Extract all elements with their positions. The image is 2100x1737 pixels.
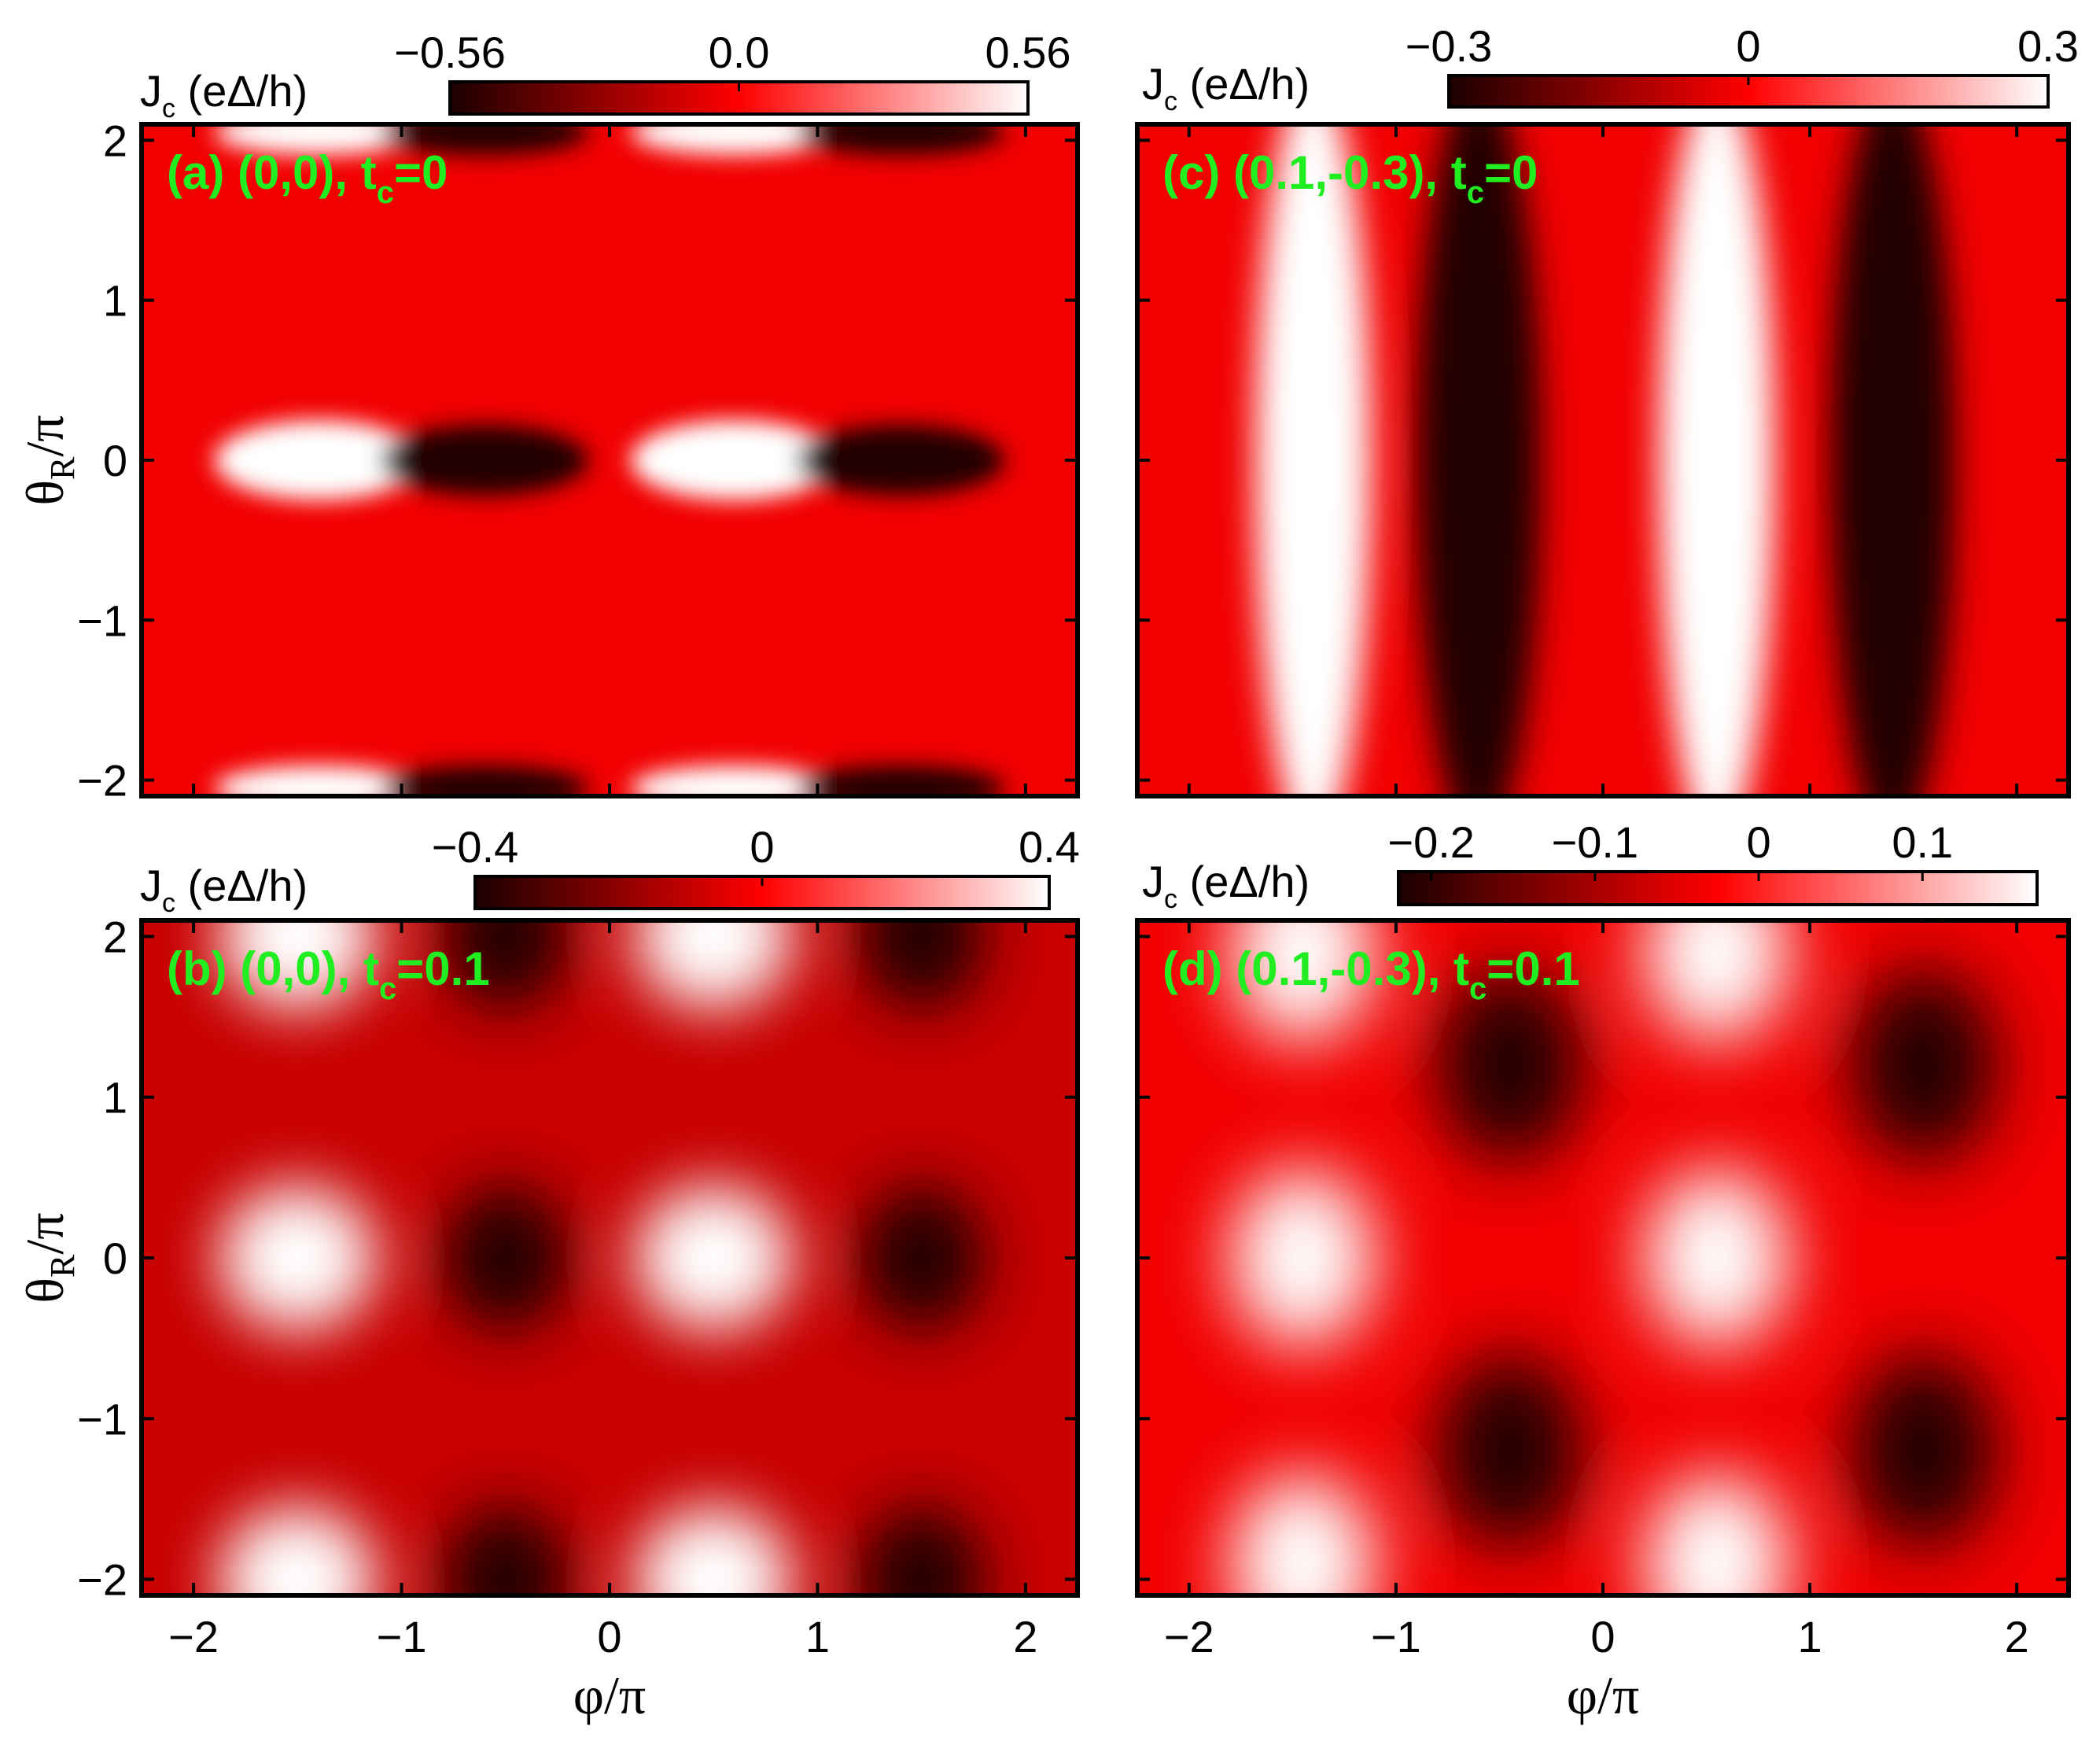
heatmap-minimum xyxy=(797,124,1005,155)
colorbar-tick-label: 0.4 xyxy=(1019,822,1080,872)
y-tick-label: 1 xyxy=(103,1073,127,1123)
heatmap-maximum xyxy=(1230,1474,1376,1595)
heatmap-maximum xyxy=(634,1186,793,1330)
colorbar-label: Jc (eΔ/h) xyxy=(1142,857,1310,914)
heatmap-maximum xyxy=(218,1507,377,1595)
x-tick-label: 2 xyxy=(1013,1612,1037,1661)
heatmap-minimum xyxy=(381,765,589,796)
colorbar xyxy=(1397,870,2039,906)
y-tick-label: 0 xyxy=(103,436,127,485)
heatmap-maximum xyxy=(1644,920,1789,1042)
x-tick-label: −1 xyxy=(377,1612,427,1661)
x-tick-label: −2 xyxy=(168,1612,219,1661)
heatmap-minimum xyxy=(859,1507,984,1595)
colorbar-tick-label: −0.56 xyxy=(394,28,506,77)
panel-a: 2 1 0 −1 −2 θR/π (a) (0,0), tc=0 −0.56 0.0 0.56 Jc… xyxy=(15,28,1080,806)
heatmap-minimum xyxy=(797,765,1005,796)
heatmap-maximum xyxy=(634,1507,793,1595)
heatmap-maximum xyxy=(630,124,838,155)
panel-d: −2 −1 0 1 2 φ/π (d) (0.1,-0.3), tc=0.1 −0.2 −0.1… xyxy=(1135,817,2071,1725)
y-axis-label: θR/π xyxy=(15,1212,82,1303)
panel-label: (d) (0.1,-0.3), tc=0.1 xyxy=(1162,942,1580,1006)
heatmap-minimum xyxy=(443,920,569,1009)
heatmap-minimum xyxy=(1830,124,1955,796)
heatmap-minimum xyxy=(381,425,589,496)
heatmap-field xyxy=(142,920,1078,1595)
heatmap-maximum xyxy=(1644,1474,1789,1595)
panel-label: (b) (0,0), tc=0.1 xyxy=(167,942,490,1006)
y-tick-label: −1 xyxy=(77,596,127,645)
colorbar-tick-label: −0.2 xyxy=(1387,817,1475,867)
colorbar-tick-label: 0 xyxy=(1746,817,1770,867)
y-tick-label: −2 xyxy=(77,1555,127,1605)
y-tick-label: 1 xyxy=(103,276,127,326)
heatmap-maximum xyxy=(1230,1169,1376,1347)
heatmap-minimum xyxy=(859,1186,984,1330)
heatmap-minimum xyxy=(1851,968,1996,1162)
heatmap-minimum xyxy=(859,920,984,1009)
heatmap-minimum xyxy=(443,1186,569,1330)
heatmap-minimum xyxy=(1437,1354,1582,1547)
colorbar-tick-label: 0 xyxy=(750,822,774,872)
colorbar-tick-label: 0.3 xyxy=(2017,21,2079,71)
heatmap-minimum xyxy=(381,124,589,155)
heatmap-minimum xyxy=(1851,1354,1996,1547)
x-tick-label: 0 xyxy=(1590,1612,1615,1661)
heatmap-maximum xyxy=(1254,124,1372,796)
y-axis-label: θR/π xyxy=(15,415,82,505)
x-axis-label: φ/π xyxy=(1567,1665,1639,1725)
panel-label: (a) (0,0), tc=0 xyxy=(167,146,448,210)
y-tick-label: 2 xyxy=(103,116,127,165)
heatmap-maximum xyxy=(1230,920,1376,1042)
heatmap-maximum xyxy=(214,124,422,155)
heatmap-minimum xyxy=(1417,124,1542,796)
colorbar-label: Jc (eΔ/h) xyxy=(1142,59,1310,116)
heatmap-maximum xyxy=(214,765,422,796)
colorbar-tick-label: 0.0 xyxy=(709,28,770,77)
heatmap-maximum xyxy=(630,765,838,796)
heatmap-minimum xyxy=(443,1507,569,1595)
heatmap-field xyxy=(1137,124,2069,796)
heatmap-maximum xyxy=(630,420,838,500)
heatmap-maximum xyxy=(214,420,422,500)
heatmap-field xyxy=(142,124,1078,796)
heatmap-maximum xyxy=(218,920,377,1009)
heatmap-field xyxy=(1137,920,2069,1595)
colorbar-tick-label: 0 xyxy=(1736,21,1760,71)
heatmap-maximum xyxy=(634,920,793,1009)
x-tick-label: −2 xyxy=(1164,1612,1214,1661)
y-tick-label: −2 xyxy=(77,756,127,806)
x-tick-label: 0 xyxy=(597,1612,621,1661)
colorbar-label: Jc (eΔ/h) xyxy=(140,66,308,124)
panel-c: (c) (0.1,-0.3), tc=0 −0.3 0 0.3 Jc (eΔ/h) xyxy=(1135,21,2079,798)
heatmap-maximum xyxy=(1644,1169,1789,1347)
x-tick-label: −1 xyxy=(1371,1612,1421,1661)
y-tick-label: 0 xyxy=(103,1234,127,1283)
y-tick-label: −1 xyxy=(77,1394,127,1444)
colorbar-tick-label: −0.4 xyxy=(432,822,519,872)
x-tick-label: 1 xyxy=(1798,1612,1822,1661)
x-tick-label: 1 xyxy=(805,1612,830,1661)
heatmap-minimum xyxy=(796,425,1005,496)
colorbar-label: Jc (eΔ/h) xyxy=(140,861,308,918)
panel-label: (c) (0.1,-0.3), tc=0 xyxy=(1162,146,1538,210)
panel-b: −2 −1 0 1 2 2 1 0 −1 −2 φ/π θR/π (b) (0,0), tc=0.1 −0… xyxy=(15,822,1080,1725)
heatmap-minimum xyxy=(1437,968,1582,1162)
colorbar-tick-label: 0.56 xyxy=(986,28,1071,77)
heatmap-maximum xyxy=(218,1186,377,1330)
heatmap-maximum xyxy=(1659,124,1775,796)
x-tick-label: 2 xyxy=(2005,1612,2029,1661)
colorbar-tick-label: 0.1 xyxy=(1892,817,1953,867)
x-axis-label: φ/π xyxy=(573,1665,646,1725)
colorbar-tick-label: −0.3 xyxy=(1406,21,1493,71)
y-tick-label: 2 xyxy=(103,912,127,961)
colorbar-tick-label: −0.1 xyxy=(1552,817,1639,867)
